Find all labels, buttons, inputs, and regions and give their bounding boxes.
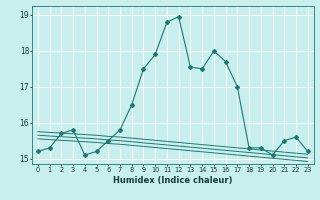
X-axis label: Humidex (Indice chaleur): Humidex (Indice chaleur): [113, 176, 233, 185]
